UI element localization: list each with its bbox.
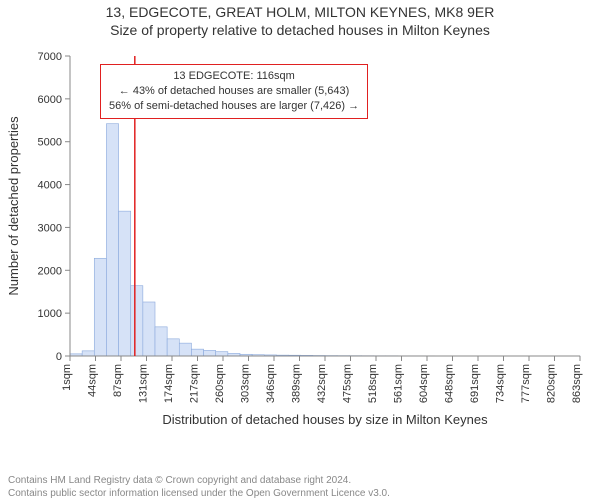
- svg-text:2000: 2000: [38, 265, 62, 277]
- svg-text:87sqm: 87sqm: [112, 364, 124, 397]
- svg-text:6000: 6000: [38, 94, 62, 106]
- svg-text:1000: 1000: [38, 308, 62, 320]
- svg-text:518sqm: 518sqm: [367, 364, 379, 403]
- annotation-line3: 56% of semi-detached houses are larger (…: [109, 99, 359, 114]
- svg-text:174sqm: 174sqm: [163, 364, 175, 403]
- svg-text:561sqm: 561sqm: [393, 364, 405, 403]
- svg-text:3000: 3000: [38, 222, 62, 234]
- svg-text:217sqm: 217sqm: [189, 364, 201, 403]
- svg-text:303sqm: 303sqm: [240, 364, 252, 403]
- footer-text: Contains HM Land Registry data © Crown c…: [8, 474, 390, 500]
- annotation-line1: 13 EDGECOTE: 116sqm: [109, 69, 359, 84]
- annotation-box: 13 EDGECOTE: 116sqm ← 43% of detached ho…: [100, 64, 368, 119]
- page-title: 13, EDGECOTE, GREAT HOLM, MILTON KEYNES,…: [0, 4, 600, 20]
- svg-text:389sqm: 389sqm: [291, 364, 303, 403]
- svg-text:691sqm: 691sqm: [469, 364, 481, 403]
- svg-text:1sqm: 1sqm: [61, 364, 73, 391]
- svg-text:604sqm: 604sqm: [418, 364, 430, 403]
- svg-text:Number of detached properties: Number of detached properties: [6, 116, 21, 296]
- svg-text:346sqm: 346sqm: [265, 364, 277, 403]
- svg-text:5000: 5000: [38, 137, 62, 149]
- svg-text:Distribution of detached house: Distribution of detached houses by size …: [162, 412, 488, 427]
- svg-text:0: 0: [56, 351, 62, 363]
- svg-text:432sqm: 432sqm: [316, 364, 328, 403]
- svg-text:863sqm: 863sqm: [571, 364, 583, 403]
- svg-text:648sqm: 648sqm: [444, 364, 456, 403]
- svg-text:475sqm: 475sqm: [342, 364, 354, 403]
- page-subtitle: Size of property relative to detached ho…: [0, 22, 600, 38]
- svg-text:777sqm: 777sqm: [520, 364, 532, 403]
- svg-text:7000: 7000: [38, 51, 62, 63]
- svg-text:131sqm: 131sqm: [138, 364, 150, 403]
- svg-text:4000: 4000: [38, 180, 62, 192]
- svg-text:44sqm: 44sqm: [87, 364, 99, 397]
- footer-line1: Contains HM Land Registry data © Crown c…: [8, 474, 390, 487]
- svg-text:260sqm: 260sqm: [214, 364, 226, 403]
- annotation-line2: ← 43% of detached houses are smaller (5,…: [109, 84, 359, 99]
- footer-line2: Contains public sector information licen…: [8, 487, 390, 500]
- svg-text:734sqm: 734sqm: [495, 364, 507, 403]
- svg-text:820sqm: 820sqm: [546, 364, 558, 403]
